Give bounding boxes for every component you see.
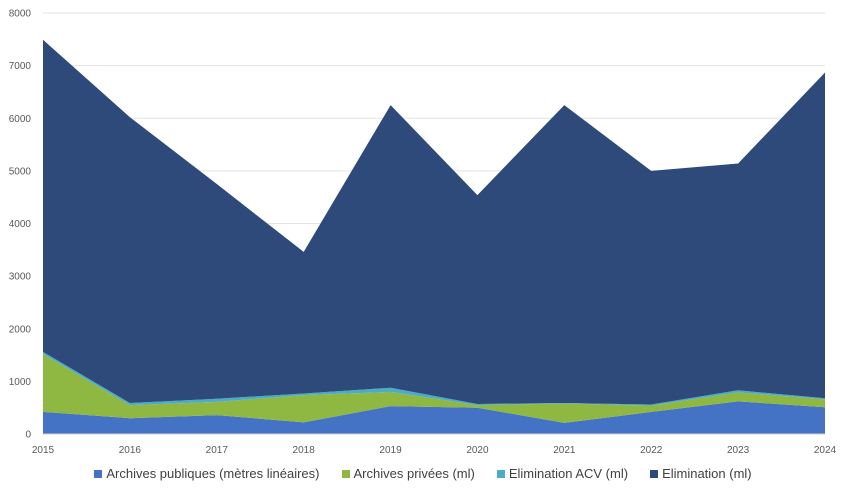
- legend-item-3: Elimination ACV (ml): [496, 466, 629, 481]
- x-tick-2018: 2018: [293, 445, 316, 456]
- x-tick-2019: 2019: [379, 445, 402, 456]
- legend-swatch: [650, 469, 659, 478]
- x-tick-2021: 2021: [553, 445, 576, 456]
- legend-item-4: Elimination (ml): [650, 466, 752, 481]
- y-tick-3000: 3000: [9, 272, 32, 283]
- legend-item-2: Archives privées (ml): [341, 466, 475, 481]
- y-tick-0: 0: [25, 430, 31, 441]
- series-area-2: [43, 354, 825, 423]
- legend-swatch: [94, 469, 103, 478]
- y-tick-2000: 2000: [9, 324, 32, 335]
- y-tick-4000: 4000: [9, 219, 32, 230]
- x-tick-2024: 2024: [814, 445, 837, 456]
- x-tick-2020: 2020: [466, 445, 489, 456]
- y-tick-1000: 1000: [9, 377, 32, 388]
- y-tick-labels: 0 1000 2000 3000 4000 5000 6000 7000 8000: [9, 9, 32, 441]
- y-tick-7000: 7000: [9, 61, 32, 72]
- y-tick-8000: 8000: [9, 9, 32, 20]
- series-area-4: [43, 39, 825, 405]
- x-tick-2015: 2015: [32, 445, 55, 456]
- series-area-1: [43, 401, 825, 434]
- series-areas: [43, 39, 825, 434]
- legend-label: Elimination (ml): [662, 466, 752, 481]
- x-tick-labels: 2015 2016 2017 2018 2019 2020 2021 2022 2023 2024: [32, 445, 837, 456]
- legend-swatch: [496, 469, 505, 478]
- legend-label: Elimination ACV (ml): [508, 466, 629, 481]
- y-tick-6000: 6000: [9, 114, 32, 125]
- x-tick-2023: 2023: [727, 445, 750, 456]
- y-tick-5000: 5000: [9, 166, 32, 177]
- x-tick-2017: 2017: [206, 445, 229, 456]
- legend-item-1: Archives publiques (mètres linéaires): [94, 466, 320, 481]
- legend-swatch: [341, 469, 350, 478]
- legend-label: Archives publiques (mètres linéaires): [106, 466, 320, 481]
- x-tick-2016: 2016: [119, 445, 142, 456]
- x-tick-2022: 2022: [640, 445, 663, 456]
- legend-label: Archives privées (ml): [353, 466, 475, 481]
- legend: Archives publiques (mètres linéaires) Arc…: [0, 466, 846, 481]
